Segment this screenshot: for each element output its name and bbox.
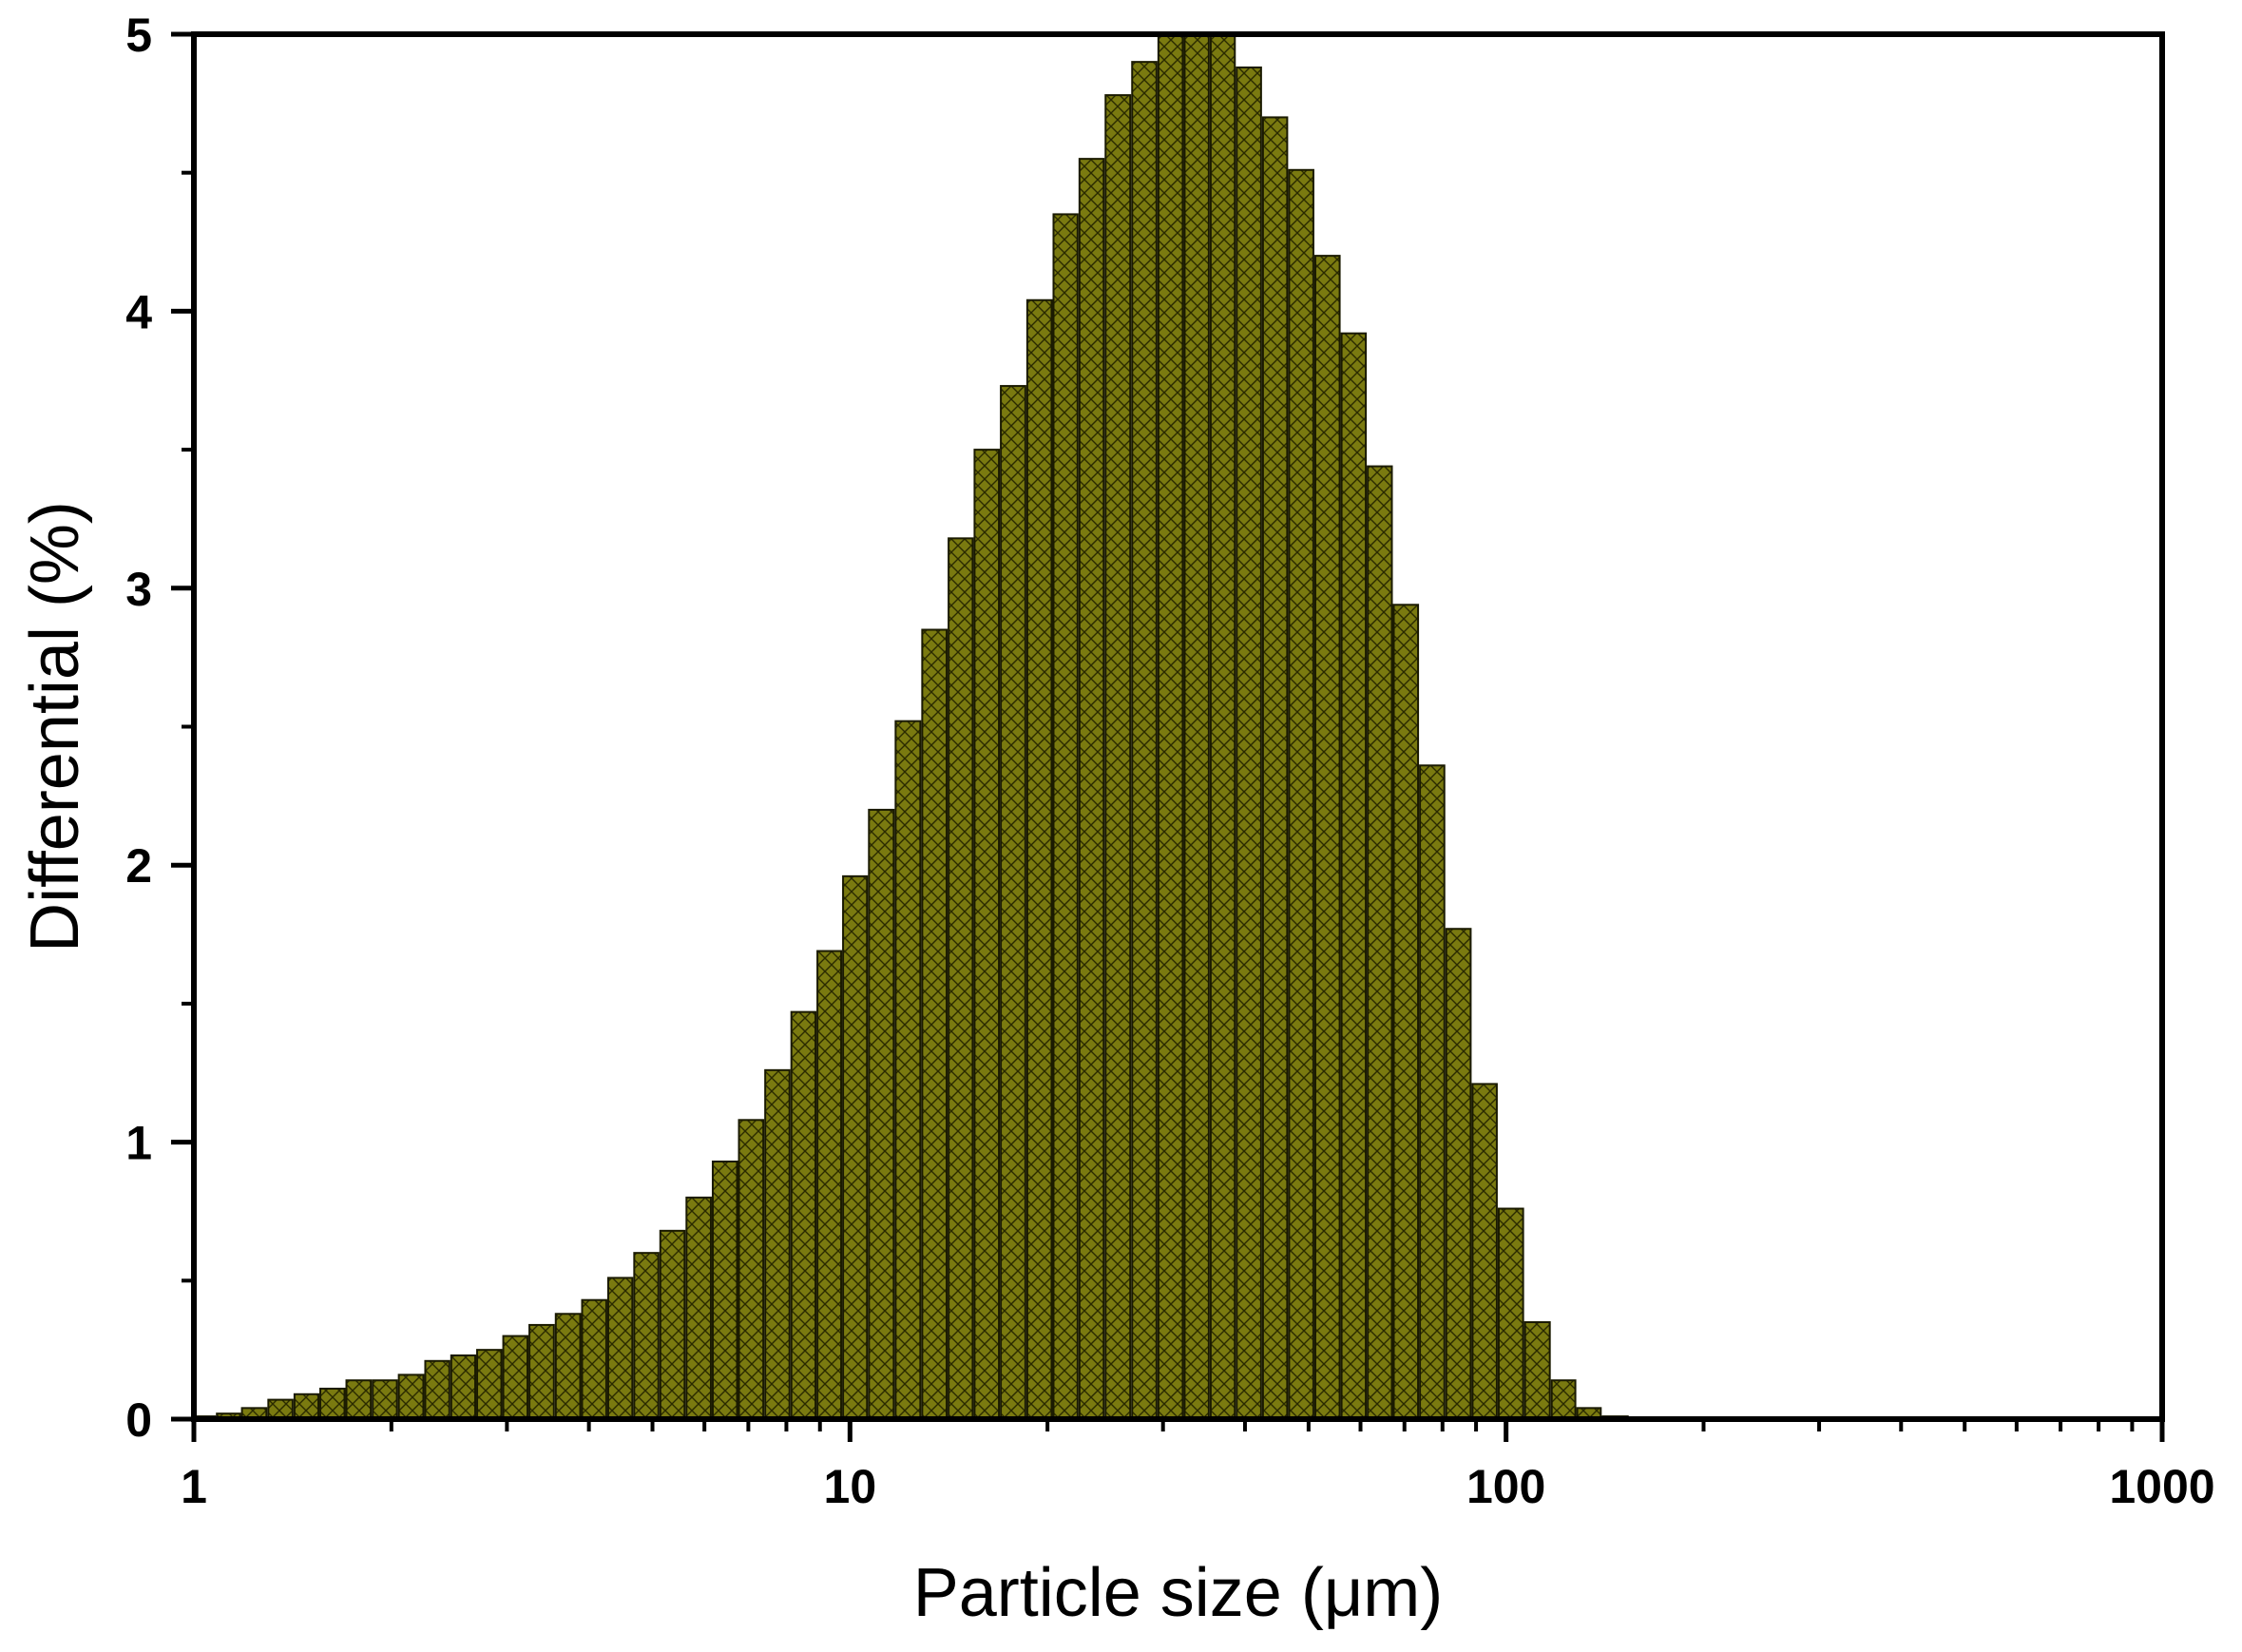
bar: [397, 1373, 425, 1420]
bar: [868, 808, 895, 1420]
x-tick-label: 1000: [2109, 1460, 2214, 1513]
y-tick-label: 0: [125, 1393, 152, 1447]
bar: [293, 1393, 320, 1421]
bar: [973, 449, 1001, 1421]
bar: [1497, 1207, 1524, 1421]
bar: [894, 720, 922, 1420]
bar: [738, 1119, 765, 1420]
y-tick-label: 5: [125, 9, 152, 62]
bars-group: [192, 33, 1629, 1421]
bar: [1313, 255, 1341, 1420]
bar: [921, 628, 949, 1420]
bar: [606, 1277, 634, 1420]
x-tick-label: 100: [1466, 1460, 1545, 1513]
bar: [476, 1349, 503, 1421]
bar: [1550, 1379, 1577, 1420]
bar: [633, 1252, 660, 1421]
bar: [581, 1298, 607, 1420]
bar: [1052, 213, 1079, 1420]
bar: [502, 1335, 529, 1420]
y-axis-title: Differential (%): [17, 501, 93, 952]
bar: [1104, 94, 1132, 1420]
bar: [450, 1354, 477, 1421]
bar: [554, 1313, 582, 1420]
bar: [711, 1160, 738, 1421]
bar: [1157, 33, 1184, 1420]
bar: [345, 1379, 373, 1420]
bar: [1261, 116, 1289, 1420]
y-tick-label: 3: [125, 563, 152, 616]
bar: [1209, 33, 1236, 1420]
x-axis-title: Particle size (μm): [913, 1555, 1444, 1631]
bar: [1445, 928, 1472, 1420]
bar: [1392, 604, 1420, 1420]
bar: [1236, 66, 1262, 1420]
x-tick-label: 10: [824, 1460, 877, 1513]
bar: [948, 537, 974, 1420]
bar: [1523, 1321, 1551, 1421]
bar: [267, 1398, 294, 1421]
bar: [1340, 332, 1368, 1420]
y-tick-label: 4: [125, 285, 152, 338]
y-tick-label: 1: [125, 1117, 152, 1170]
bar: [424, 1359, 450, 1421]
bar: [372, 1379, 398, 1420]
bar: [1000, 385, 1026, 1420]
bar: [319, 1387, 346, 1421]
y-tick-label: 2: [125, 839, 152, 893]
bar: [528, 1323, 555, 1420]
bar: [1025, 298, 1053, 1420]
bar: [1078, 158, 1105, 1420]
bar: [659, 1229, 686, 1421]
bar: [1471, 1083, 1498, 1420]
bar: [816, 950, 843, 1420]
bar: [790, 1010, 817, 1420]
bar: [1183, 33, 1210, 1420]
bar: [1131, 61, 1158, 1420]
bar: [842, 874, 869, 1420]
x-tick-label: 1: [181, 1460, 207, 1513]
bar: [685, 1196, 712, 1420]
bar: [1367, 465, 1393, 1421]
bar: [764, 1068, 791, 1421]
bar: [1288, 168, 1314, 1420]
bar: [1419, 764, 1446, 1420]
